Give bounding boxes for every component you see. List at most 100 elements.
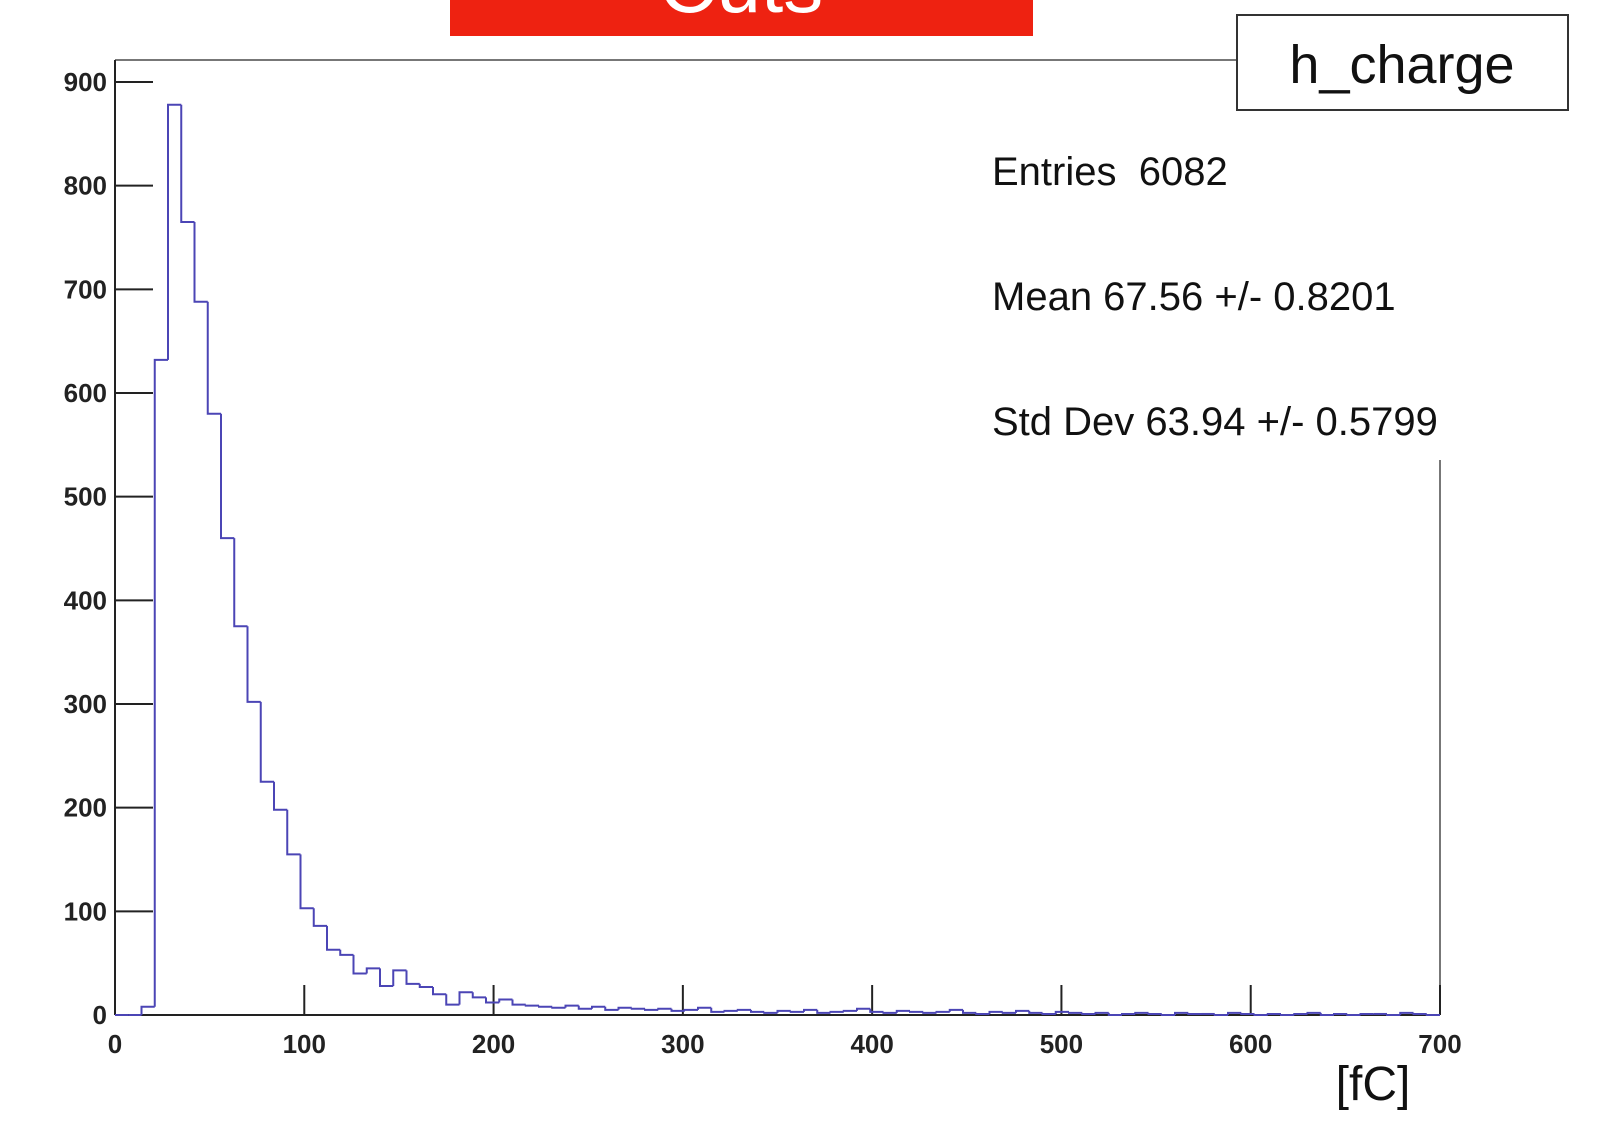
- bin: [326, 925, 341, 951]
- bin: [498, 998, 513, 1003]
- bin: [935, 1010, 950, 1013]
- bin: [220, 413, 235, 540]
- bin: [379, 968, 394, 987]
- bin: [1213, 1013, 1228, 1016]
- x-tick-label: 500: [1040, 1029, 1083, 1059]
- bin: [511, 999, 526, 1006]
- bin: [1107, 1012, 1122, 1016]
- bin: [829, 1010, 844, 1013]
- bin: [962, 1009, 977, 1014]
- bin: [1015, 1009, 1030, 1013]
- bin: [1227, 1011, 1242, 1015]
- bin: [763, 1011, 778, 1014]
- x-axis-label: [fC]: [1336, 1058, 1411, 1111]
- bin: [206, 301, 221, 415]
- bin: [339, 949, 354, 956]
- y-tick-label: 100: [64, 896, 107, 926]
- chart-title: Cuts: [659, 0, 824, 29]
- bin: [591, 1005, 606, 1009]
- bin: [1121, 1012, 1136, 1015]
- bin: [869, 1008, 884, 1013]
- bin: [299, 854, 314, 910]
- bin: [1147, 1012, 1162, 1015]
- bin: [140, 1005, 155, 1015]
- bin: [1346, 1013, 1361, 1016]
- bin: [697, 1006, 712, 1010]
- bin: [246, 626, 261, 703]
- bin: [1293, 1012, 1308, 1015]
- bin: [1187, 1012, 1202, 1015]
- bin: [1266, 1012, 1281, 1015]
- bin: [1160, 1013, 1175, 1016]
- bin: [1134, 1011, 1149, 1014]
- bin: [1240, 1012, 1255, 1015]
- y-tick-label: 600: [64, 378, 107, 408]
- bin: [432, 987, 447, 996]
- bin: [1386, 1013, 1401, 1016]
- y-tick-label: 0: [93, 1000, 107, 1030]
- y-tick-label: 400: [64, 585, 107, 615]
- bin: [365, 967, 380, 974]
- bin: [1359, 1012, 1374, 1015]
- histogram-name: h_charge: [1289, 35, 1514, 95]
- bin: [193, 221, 208, 303]
- y-tick-label: 900: [64, 67, 107, 97]
- title-box: [450, 0, 1033, 36]
- bin: [882, 1011, 897, 1014]
- bin: [1333, 1012, 1348, 1015]
- bin: [803, 1008, 818, 1012]
- bin: [1174, 1011, 1189, 1015]
- bin: [405, 970, 420, 985]
- bin: [1001, 1011, 1016, 1014]
- bin: [564, 1004, 579, 1008]
- stat-mean: Mean 67.56 +/- 0.8201: [992, 275, 1396, 319]
- bin: [1041, 1012, 1056, 1015]
- bin: [1425, 1013, 1440, 1016]
- bin: [789, 1010, 804, 1013]
- x-tick-label: 100: [283, 1029, 326, 1059]
- bin: [644, 1008, 659, 1011]
- bin: [776, 1009, 791, 1013]
- x-tick-label: 700: [1418, 1029, 1461, 1059]
- bin: [909, 1010, 924, 1013]
- bin: [286, 809, 301, 856]
- bin: [1094, 1011, 1109, 1014]
- bin: [604, 1006, 619, 1011]
- bin: [577, 1005, 592, 1010]
- bin: [1068, 1011, 1083, 1014]
- bin: [710, 1007, 725, 1013]
- bin: [418, 983, 433, 989]
- bin: [630, 1007, 645, 1010]
- y-tick-label: 800: [64, 171, 107, 201]
- bin: [153, 358, 168, 1007]
- bin: [683, 1008, 698, 1011]
- y-tick-label: 200: [64, 793, 107, 823]
- x-tick-label: 0: [108, 1029, 122, 1059]
- x-tick-label: 300: [661, 1029, 704, 1059]
- bin: [273, 781, 288, 811]
- bin: [816, 1009, 831, 1014]
- bin: [948, 1008, 963, 1012]
- x-tick-label: 400: [850, 1029, 893, 1059]
- bin: [670, 1008, 685, 1012]
- bin: [524, 1004, 539, 1007]
- bin: [352, 954, 367, 975]
- bin: [1028, 1010, 1043, 1014]
- bin: [1253, 1013, 1268, 1016]
- bin: [312, 908, 327, 927]
- bin: [895, 1009, 910, 1013]
- bin: [842, 1009, 857, 1012]
- stat-std: Std Dev 63.94 +/- 0.5799: [992, 400, 1438, 444]
- bin: [1319, 1012, 1334, 1016]
- bin: [1399, 1011, 1414, 1015]
- y-tick-label: 300: [64, 689, 107, 719]
- bin: [1081, 1012, 1096, 1015]
- bin: [736, 1008, 751, 1011]
- bin: [458, 991, 473, 1005]
- bin: [1280, 1013, 1295, 1016]
- bin: [485, 997, 500, 1004]
- bin: [167, 103, 182, 360]
- y-tick-label: 700: [64, 274, 107, 304]
